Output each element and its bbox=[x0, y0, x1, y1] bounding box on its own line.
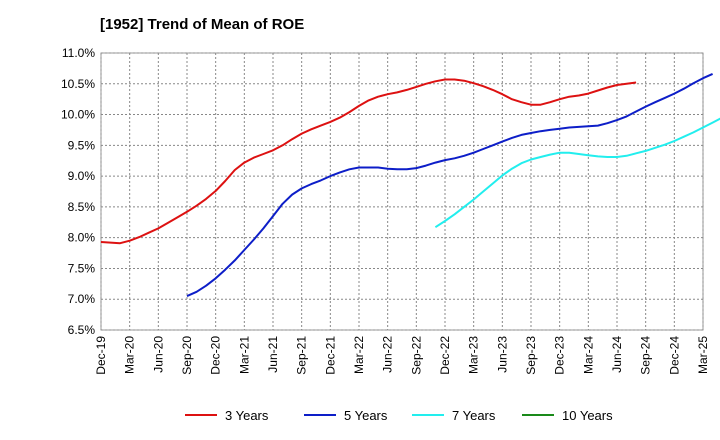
x-tick-label: Dec-19 bbox=[94, 336, 108, 375]
x-tick-label: Dec-23 bbox=[553, 336, 567, 375]
x-tick-label: Mar-22 bbox=[352, 336, 366, 374]
x-tick-label: Sep-21 bbox=[295, 336, 309, 375]
y-tick-label: 7.5% bbox=[68, 261, 96, 275]
legend-label-3-years: 3 Years bbox=[225, 408, 269, 423]
y-tick-label: 11.0% bbox=[62, 46, 95, 60]
series-line-5-years bbox=[186, 72, 714, 298]
y-tick-label: 9.0% bbox=[68, 169, 96, 183]
axis-layer: 6.5% 7.0% 7.5% 8.0% 8.5% 9.0% 9.5% 10.0% 10.5% 11… bbox=[61, 46, 710, 375]
x-tick-label: Sep-24 bbox=[639, 336, 653, 375]
x-tick-label: Jun-20 bbox=[151, 336, 165, 373]
x-tick-label: Mar-23 bbox=[467, 336, 481, 374]
legend-label-7-years: 7 Years bbox=[452, 408, 496, 423]
y-tick-label: 8.5% bbox=[68, 200, 96, 214]
chart-title: [1952] Trend of Mean of ROE bbox=[100, 16, 305, 33]
x-tick-label: Sep-22 bbox=[409, 336, 423, 375]
series-line-3-years bbox=[100, 78, 637, 245]
x-tick-label: Sep-23 bbox=[524, 336, 538, 375]
y-tick-label: 10.5% bbox=[61, 77, 95, 91]
series-layer bbox=[100, 72, 720, 298]
legend-layer: 3 Years 5 Years 7 Years 10 Years bbox=[185, 408, 613, 423]
y-tick-label: 7.0% bbox=[68, 292, 96, 306]
x-tick-label: Sep-20 bbox=[180, 336, 194, 375]
x-tick-label: Dec-22 bbox=[438, 336, 452, 375]
grid-layer bbox=[100, 52, 704, 331]
plot-frame bbox=[100, 52, 704, 331]
y-tick-label: 8.0% bbox=[68, 231, 96, 245]
x-tick-label: Mar-25 bbox=[696, 336, 710, 374]
x-tick-label: Jun-22 bbox=[381, 336, 395, 373]
x-tick-label: Dec-20 bbox=[209, 336, 223, 375]
y-tick-label: 10.0% bbox=[61, 108, 95, 122]
legend-label-5-years: 5 Years bbox=[344, 408, 388, 423]
x-tick-label: Jun-23 bbox=[495, 336, 509, 373]
x-tick-label: Dec-24 bbox=[667, 336, 681, 375]
x-tick-label: Mar-20 bbox=[123, 336, 137, 374]
y-tick-label: 6.5% bbox=[68, 323, 96, 337]
x-tick-label: Jun-21 bbox=[266, 336, 280, 373]
y-tick-label: 9.5% bbox=[68, 138, 96, 152]
x-tick-label: Jun-24 bbox=[610, 336, 624, 373]
x-tick-label: Mar-21 bbox=[237, 336, 251, 374]
x-tick-label: Mar-24 bbox=[581, 336, 595, 374]
legend-label-10-years: 10 Years bbox=[562, 408, 613, 423]
series-line-7-years bbox=[434, 117, 720, 229]
x-tick-label: Dec-21 bbox=[323, 336, 337, 375]
